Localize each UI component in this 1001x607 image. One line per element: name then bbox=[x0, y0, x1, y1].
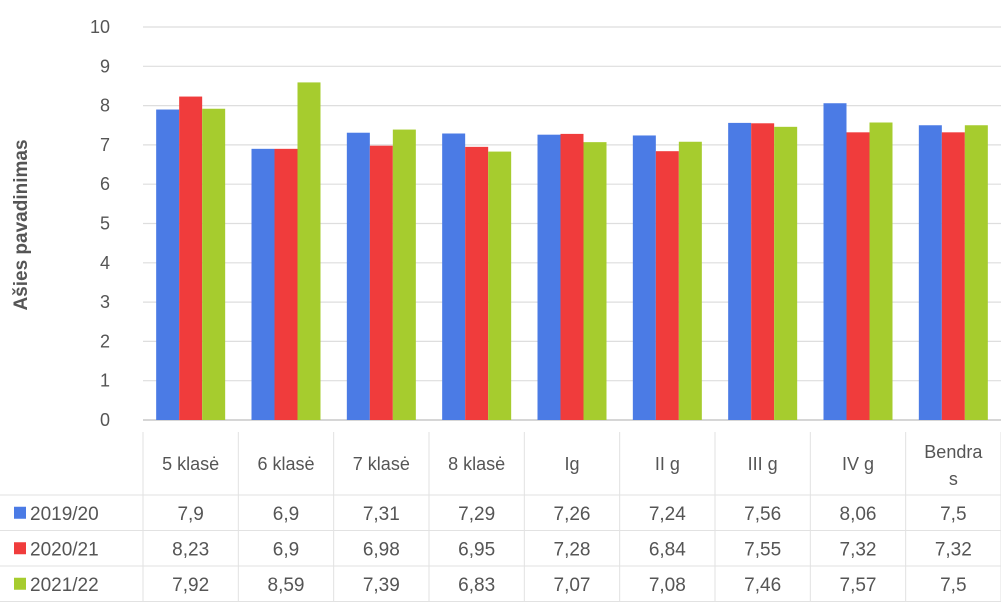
y-tick-label: 2 bbox=[100, 331, 110, 351]
y-tick-label: 0 bbox=[100, 410, 110, 430]
legend-key bbox=[14, 542, 26, 555]
data-label: 7,31 bbox=[363, 504, 400, 525]
y-axis-label: Ašies pavadinimas bbox=[11, 139, 32, 310]
bar bbox=[274, 148, 298, 420]
legend-label: 2020/21 bbox=[30, 539, 99, 560]
y-tick-label: 8 bbox=[100, 96, 110, 116]
data-label: 7,07 bbox=[554, 575, 591, 596]
bar bbox=[488, 151, 512, 420]
data-label: 7,46 bbox=[744, 575, 781, 596]
bar bbox=[202, 108, 226, 420]
bar bbox=[297, 82, 321, 421]
legend-key bbox=[14, 577, 26, 590]
bar bbox=[537, 134, 561, 420]
data-table: 5 klasė 6 klasė 7 klasė 8 klasė Ig II g III g I… bbox=[0, 432, 1001, 602]
bar bbox=[918, 125, 942, 420]
bar bbox=[941, 132, 965, 420]
bar bbox=[632, 135, 656, 420]
category-label: Bendra bbox=[924, 442, 983, 462]
data-label: 7,28 bbox=[554, 539, 591, 560]
y-tick-label: 1 bbox=[100, 371, 110, 391]
category-label: s bbox=[949, 469, 958, 489]
bar bbox=[179, 96, 203, 420]
y-tick-label: 10 bbox=[90, 17, 110, 37]
category-label: IV g bbox=[842, 454, 874, 474]
bar bbox=[560, 133, 584, 420]
data-label: 7,56 bbox=[744, 504, 781, 525]
category-label: II g bbox=[655, 454, 680, 474]
y-tick-label: 3 bbox=[100, 292, 110, 312]
bar bbox=[156, 109, 180, 420]
data-label: 7,39 bbox=[363, 575, 400, 596]
bar bbox=[846, 132, 870, 420]
y-tick-label: 4 bbox=[100, 253, 110, 273]
bar bbox=[251, 148, 275, 420]
data-label: 6,95 bbox=[458, 539, 495, 560]
data-label: 8,06 bbox=[840, 504, 877, 525]
legend-label: 2019/20 bbox=[30, 504, 99, 525]
data-label: 7,26 bbox=[554, 504, 591, 525]
data-label: 6,9 bbox=[273, 504, 299, 525]
data-label: 8,23 bbox=[172, 539, 209, 560]
data-label: 7,55 bbox=[744, 539, 781, 560]
data-label: 7,57 bbox=[840, 575, 877, 596]
y-tick-label: 5 bbox=[100, 214, 110, 234]
data-label: 7,5 bbox=[940, 575, 966, 596]
bar bbox=[392, 129, 416, 420]
bar bbox=[774, 126, 798, 421]
bar bbox=[728, 122, 752, 420]
category-label: 6 klasė bbox=[257, 454, 314, 474]
bar bbox=[751, 123, 775, 420]
data-label: 7,32 bbox=[935, 539, 972, 560]
data-label: 7,5 bbox=[940, 504, 966, 525]
data-label: 6,98 bbox=[363, 539, 400, 560]
data-label: 7,32 bbox=[840, 539, 877, 560]
data-label: 6,9 bbox=[273, 539, 299, 560]
data-label: 6,84 bbox=[649, 539, 686, 560]
bar bbox=[465, 146, 489, 421]
y-tick-label: 6 bbox=[100, 174, 110, 194]
bar bbox=[869, 122, 893, 421]
y-axis-ticks: 0 1 2 3 4 5 6 7 8 9 10 bbox=[90, 17, 110, 430]
bars bbox=[156, 82, 988, 421]
category-label: Ig bbox=[564, 454, 579, 474]
data-label: 6,83 bbox=[458, 575, 495, 596]
data-label: 7,24 bbox=[649, 504, 686, 525]
data-label: 8,59 bbox=[268, 575, 305, 596]
category-label: 8 klasė bbox=[448, 454, 505, 474]
bar bbox=[655, 151, 679, 421]
bar bbox=[823, 103, 847, 420]
bar bbox=[369, 145, 393, 420]
y-tick-label: 7 bbox=[100, 135, 110, 155]
data-label: 7,08 bbox=[649, 575, 686, 596]
bar bbox=[583, 142, 607, 421]
data-label: 7,92 bbox=[172, 575, 209, 596]
category-label: 5 klasė bbox=[162, 454, 219, 474]
bar bbox=[442, 133, 466, 421]
category-label: 7 klasė bbox=[353, 454, 410, 474]
bar bbox=[346, 132, 370, 421]
category-label: III g bbox=[748, 454, 778, 474]
bar bbox=[678, 141, 702, 421]
data-label: 7,29 bbox=[458, 504, 495, 525]
bar bbox=[964, 125, 988, 420]
y-tick-label: 9 bbox=[100, 56, 110, 76]
legend-label: 2021/22 bbox=[30, 575, 99, 596]
data-label: 7,9 bbox=[177, 504, 203, 525]
legend-key bbox=[14, 506, 26, 519]
